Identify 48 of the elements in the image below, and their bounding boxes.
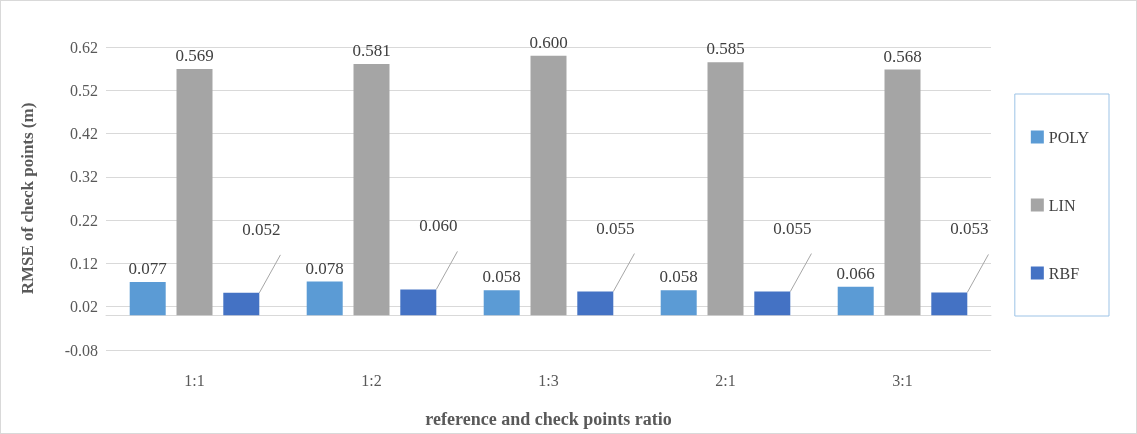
bar — [884, 69, 921, 316]
bar — [483, 290, 520, 316]
x-tick-label: 1:3 — [538, 371, 559, 389]
bar — [353, 63, 390, 316]
y-tick-label: 0.32 — [70, 168, 98, 186]
y-tick-label: 0.02 — [70, 298, 98, 316]
data-label: 0.066 — [836, 263, 875, 283]
data-label: 0.055 — [773, 218, 812, 238]
legend-label: POLY — [1048, 128, 1090, 146]
x-tick-label: 1:1 — [184, 371, 205, 389]
bar — [660, 290, 697, 316]
data-label: 0.078 — [305, 258, 344, 278]
data-label: 0.569 — [175, 46, 214, 66]
data-label: 0.077 — [128, 259, 168, 279]
y-tick-label: 0.22 — [70, 211, 98, 229]
x-axis-title: reference and check points ratio — [425, 409, 672, 429]
data-label: 0.058 — [482, 267, 521, 287]
y-tick-label: 0.42 — [70, 125, 98, 143]
data-label: 0.053 — [950, 219, 989, 239]
data-label: 0.568 — [883, 46, 922, 66]
y-tick-label: 0.12 — [70, 254, 98, 272]
y-tick-label: 0.52 — [70, 81, 98, 99]
x-tick-label: 2:1 — [715, 371, 736, 389]
bar — [837, 286, 874, 316]
data-label: 0.058 — [659, 267, 698, 287]
bar — [306, 281, 343, 316]
bar — [176, 69, 213, 316]
bar — [707, 62, 744, 316]
data-label: 0.055 — [596, 218, 635, 238]
x-tick-label: 1:2 — [361, 371, 382, 389]
y-axis-title: RMSE of check points (m) — [18, 102, 37, 295]
bar — [530, 55, 567, 316]
data-label: 0.581 — [352, 40, 391, 60]
legend-label: LIN — [1048, 196, 1076, 214]
bar — [931, 292, 968, 316]
y-tick-label: -0.08 — [64, 341, 98, 359]
bar — [129, 282, 166, 316]
x-tick-label: 3:1 — [892, 371, 913, 389]
data-label: 0.600 — [529, 32, 568, 52]
legend-label: RBF — [1048, 264, 1080, 282]
y-tick-label: 0.62 — [70, 38, 98, 56]
data-label: 0.052 — [242, 219, 281, 239]
bar — [577, 291, 614, 316]
bar — [754, 291, 791, 316]
bar — [223, 292, 260, 316]
bar — [400, 289, 437, 316]
data-label: 0.585 — [706, 39, 745, 59]
data-label: 0.060 — [419, 216, 458, 236]
